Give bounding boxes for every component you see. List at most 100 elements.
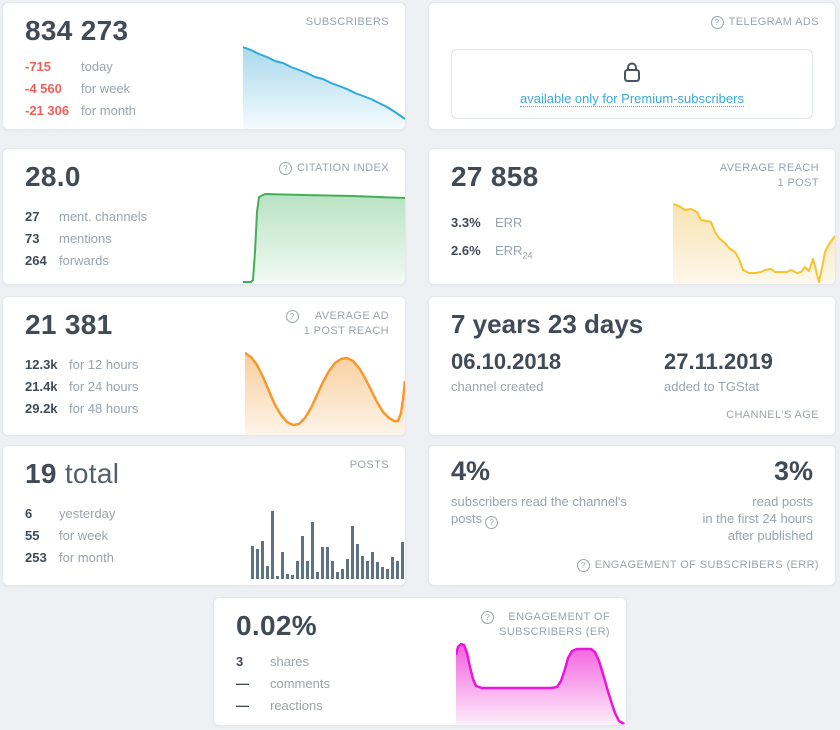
average-reach-card-label-line2: 1 POST bbox=[777, 177, 819, 189]
premium-subscribers-link[interactable]: available only for Premium-subscribers bbox=[520, 91, 744, 107]
stat-value: 55 bbox=[25, 528, 40, 543]
stat-row: 73 mentions bbox=[25, 231, 147, 246]
average-ad-card-title: AVERAGE AD 1 POST REACH bbox=[285, 309, 389, 339]
citation-index-card-title: CITATION INDEX bbox=[279, 161, 389, 176]
subscribers-count: 834 273 bbox=[25, 15, 129, 46]
stat-label: for month bbox=[81, 103, 136, 118]
help-icon[interactable] bbox=[576, 559, 590, 572]
channel-created-date: 06.10.2018 bbox=[451, 349, 562, 374]
stat-label: forwards bbox=[59, 253, 109, 268]
stat-value: 253 bbox=[25, 550, 47, 565]
average-ad-reach-value: 21 381 bbox=[25, 309, 113, 340]
err-read-label: subscribers read the channel's posts bbox=[451, 493, 656, 529]
telegram-ads-card-title: TELEGRAM ADS bbox=[710, 15, 819, 30]
stat-label: for week bbox=[59, 528, 109, 543]
stat-value: 6 bbox=[25, 506, 33, 521]
citation-index-value: 28.0 bbox=[25, 161, 81, 192]
stat-label: for month bbox=[59, 550, 114, 565]
subscribers-card-title: SUBSCRIBERS bbox=[306, 15, 389, 30]
posts-card-label: POSTS bbox=[349, 459, 389, 471]
engagement-err-card-title: ENGAGEMENT OF SUBSCRIBERS (ERR) bbox=[576, 558, 819, 573]
average-reach-stats: 3.3% ERR 2.6% ERR24 bbox=[451, 215, 532, 270]
posts-card: POSTS 19 total 6 yesterday 55 for week 2… bbox=[2, 445, 406, 586]
stat-row: -21 306 for month bbox=[25, 103, 136, 118]
posts-stats: 6 yesterday 55 for week 253 for month bbox=[25, 506, 115, 572]
stat-row: 264 forwards bbox=[25, 253, 147, 268]
err-left-block: 4% subscribers read the channel's posts bbox=[451, 456, 656, 529]
stat-value: -4 560 bbox=[25, 81, 62, 96]
engagement-err-card-label: ENGAGEMENT OF SUBSCRIBERS (ERR) bbox=[594, 559, 819, 571]
telegram-ads-card: TELEGRAM ADS available only for Premium-… bbox=[428, 2, 836, 130]
stat-label: comments bbox=[270, 676, 330, 691]
average-ad-stats: 12.3k for 12 hours 21.4k for 24 hours 29… bbox=[25, 357, 138, 423]
help-icon[interactable] bbox=[285, 310, 299, 323]
err24-read-percent: 3% bbox=[773, 456, 813, 486]
posts-total-value: 19 total bbox=[25, 458, 120, 489]
stat-label: reactions bbox=[270, 698, 323, 713]
channel-created-label: channel created bbox=[451, 379, 544, 394]
stat-label: for 24 hours bbox=[69, 379, 139, 394]
stat-row: — reactions bbox=[236, 698, 330, 713]
subscribers-card-label: SUBSCRIBERS bbox=[305, 16, 389, 28]
stat-row: -4 560 for week bbox=[25, 81, 136, 96]
stat-label: shares bbox=[270, 654, 310, 669]
stat-row: -715 today bbox=[25, 59, 136, 74]
stat-label: ERR bbox=[495, 215, 523, 230]
subscribers-sparkline-chart bbox=[243, 41, 405, 129]
subscribers-stats: -715 today -4 560 for week -21 306 for m… bbox=[25, 59, 136, 125]
stat-label: for 48 hours bbox=[69, 401, 139, 416]
stat-value: 264 bbox=[25, 253, 47, 268]
stat-value: -21 306 bbox=[25, 103, 70, 118]
err-right-block: 3% read posts in the first 24 hours afte… bbox=[702, 456, 813, 544]
stat-value: 3.3% bbox=[451, 215, 481, 230]
channel-created-block: 06.10.2018 channel created bbox=[451, 349, 561, 394]
citation-index-card: CITATION INDEX 28.0 27 ment. channels 73… bbox=[2, 148, 406, 285]
engagement-er-card: ENGAGEMENT OF SUBSCRIBERS (ER) 0.02% 3 s… bbox=[213, 597, 627, 726]
stat-value: 27 bbox=[25, 209, 40, 224]
stat-value: 2.6% bbox=[451, 242, 481, 258]
average-ad-reach-card: AVERAGE AD 1 POST REACH 21 381 12.3k for… bbox=[2, 296, 406, 436]
stat-value: 29.2k bbox=[25, 401, 58, 416]
channel-age-value: 7 years 23 days bbox=[451, 309, 644, 339]
stat-row: 2.6% ERR24 bbox=[451, 243, 532, 264]
average-reach-card-title: AVERAGE REACH 1 POST bbox=[720, 161, 819, 191]
stat-row: 3.3% ERR bbox=[451, 215, 532, 236]
stat-value: — bbox=[236, 676, 249, 691]
posts-bar-chart bbox=[249, 509, 404, 579]
added-to-tgstat-block: 27.11.2019 added to TGStat bbox=[664, 349, 773, 394]
help-icon[interactable] bbox=[485, 516, 499, 529]
stat-row: 55 for week bbox=[25, 528, 115, 543]
stat-row: 253 for month bbox=[25, 550, 115, 565]
stat-label: today bbox=[81, 59, 113, 74]
citation-sparkline-chart bbox=[243, 190, 405, 284]
err24-read-label: read posts in the first 24 hours after p… bbox=[702, 494, 813, 543]
engagement-er-sparkline-chart bbox=[456, 643, 626, 725]
citation-index-card-label: CITATION INDEX bbox=[297, 162, 389, 174]
telegram-ads-card-label: TELEGRAM ADS bbox=[728, 16, 819, 28]
posts-card-title: POSTS bbox=[350, 458, 389, 473]
channel-age-card-title: CHANNEL'S AGE bbox=[726, 408, 819, 423]
stat-row: 3 shares bbox=[236, 654, 330, 669]
stat-value: 12.3k bbox=[25, 357, 58, 372]
engagement-er-value: 0.02% bbox=[236, 610, 317, 641]
stat-value: 73 bbox=[25, 231, 40, 246]
channel-age-card-label: CHANNEL'S AGE bbox=[726, 409, 819, 421]
average-ad-card-label: AVERAGE AD 1 POST REACH bbox=[303, 310, 389, 337]
channel-age-card: 7 years 23 days 06.10.2018 channel creat… bbox=[428, 296, 836, 436]
stat-label: for week bbox=[81, 81, 131, 96]
stat-label: for 12 hours bbox=[69, 357, 139, 372]
stat-row: 6 yesterday bbox=[25, 506, 115, 521]
average-reach-sparkline-chart bbox=[673, 196, 835, 284]
engagement-er-card-label: ENGAGEMENT OF SUBSCRIBERS (ER) bbox=[499, 611, 610, 638]
stat-label: mentions bbox=[59, 231, 112, 246]
engagement-er-stats: 3 shares — comments — reactions bbox=[236, 654, 330, 720]
stat-value: 3 bbox=[236, 654, 244, 669]
stat-row: 12.3k for 12 hours bbox=[25, 357, 138, 372]
help-icon[interactable] bbox=[481, 611, 495, 624]
stat-value: 21.4k bbox=[25, 379, 58, 394]
help-icon[interactable] bbox=[710, 16, 724, 29]
subscribers-card: SUBSCRIBERS 834 273 -715 today -4 560 fo… bbox=[2, 2, 406, 130]
citation-stats: 27 ment. channels 73 mentions 264 forwar… bbox=[25, 209, 147, 275]
help-icon[interactable] bbox=[279, 162, 293, 175]
